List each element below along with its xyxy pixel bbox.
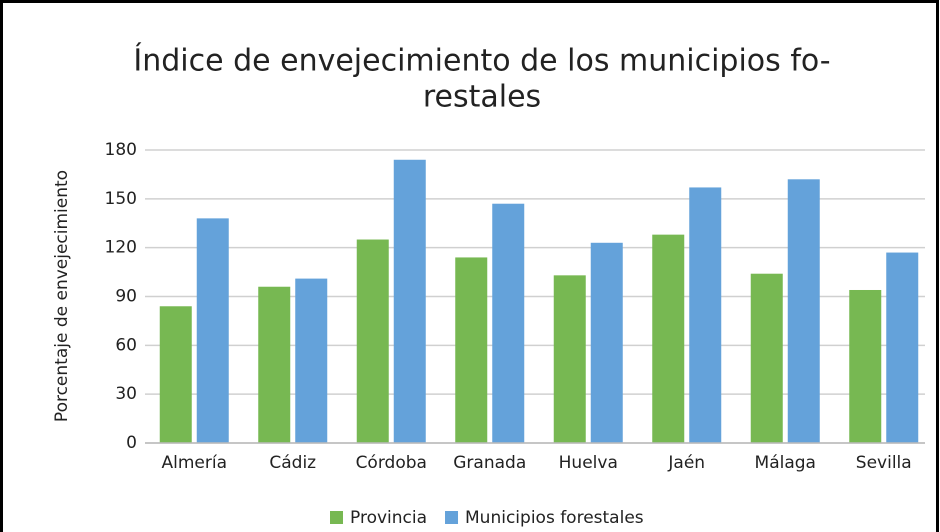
y-tick-label: 30 <box>115 384 137 404</box>
y-tick-label: 60 <box>115 335 137 355</box>
bar <box>455 257 488 443</box>
x-tick-label: Jaén <box>667 453 705 473</box>
bar <box>196 218 229 443</box>
y-axis-label: Porcentaje de envejecimiento <box>52 170 72 422</box>
legend-swatch <box>330 511 343 524</box>
bar <box>159 306 192 443</box>
y-tick-label: 90 <box>115 287 137 307</box>
chart-title: Índice de envejecimiento de los municipi… <box>133 43 830 79</box>
y-tick-label: 150 <box>105 189 137 209</box>
x-tick-label: Huelva <box>559 453 618 473</box>
bar <box>356 239 389 443</box>
legend-label: Municipios forestales <box>465 508 644 528</box>
bar <box>553 275 586 443</box>
bar <box>393 159 426 443</box>
x-tick-label: Cádiz <box>269 453 316 473</box>
bar <box>492 203 525 443</box>
bar <box>689 187 722 443</box>
x-tick-label: Málaga <box>755 453 816 473</box>
x-tick-label: Sevilla <box>856 453 912 473</box>
y-tick-label: 180 <box>105 140 137 160</box>
x-tick-label: Almería <box>161 453 227 473</box>
bar <box>590 242 623 443</box>
y-tick-label: 120 <box>105 238 137 258</box>
legend-swatch <box>445 511 459 524</box>
bar <box>295 278 328 443</box>
bar <box>886 252 919 443</box>
bar <box>750 273 783 443</box>
bar <box>787 179 820 444</box>
x-tick-label: Córdoba <box>356 453 427 473</box>
x-tick-label: Granada <box>453 453 526 473</box>
bar <box>652 234 685 443</box>
y-tick-label: 0 <box>126 433 137 453</box>
bar <box>849 289 882 443</box>
chart-title: restales <box>423 80 541 115</box>
bar <box>258 286 291 443</box>
legend-label: Provincia <box>350 508 427 528</box>
